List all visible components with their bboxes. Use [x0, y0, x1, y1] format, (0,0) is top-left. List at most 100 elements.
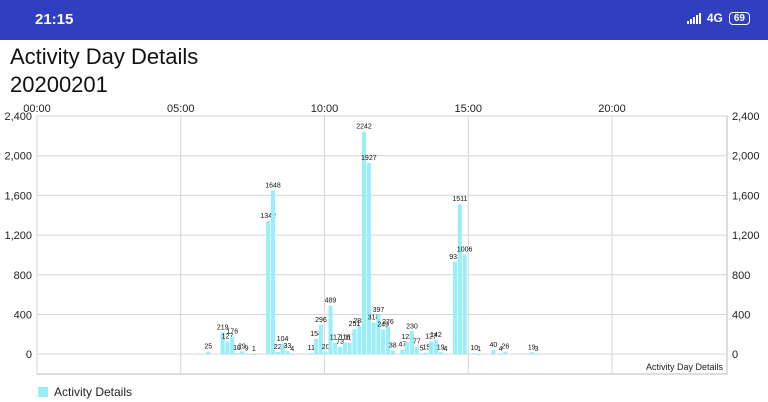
- y-tick-label-left: 2,400: [4, 111, 32, 123]
- bar-value-label: 40: [490, 342, 498, 349]
- bar: [400, 349, 405, 355]
- bar-value-label: 11: [308, 345, 315, 352]
- bar-value-label: 489: [325, 298, 337, 305]
- bar-value-label: 1006: [457, 246, 473, 253]
- bar-value-label: 104: [277, 336, 289, 343]
- bar: [409, 331, 414, 355]
- battery-level: 69: [733, 12, 745, 24]
- bar: [453, 261, 458, 355]
- status-bar: 21:15 4G 69: [0, 0, 768, 40]
- bar-value-label: 5: [420, 346, 424, 353]
- bar-value-label: 15: [422, 345, 430, 352]
- bar: [275, 351, 280, 355]
- bar: [251, 354, 256, 356]
- bar: [239, 351, 244, 355]
- bar: [235, 353, 240, 355]
- bar-value-label: 249: [377, 321, 389, 328]
- bar-value-label: 230: [406, 323, 418, 330]
- bar: [491, 350, 496, 355]
- x-tick-label: 15:00: [454, 103, 482, 115]
- y-tick-label-left: 1,200: [4, 230, 32, 242]
- y-tick-label-right: 800: [732, 270, 750, 282]
- bar: [285, 350, 290, 355]
- bar: [534, 353, 539, 355]
- bar: [342, 342, 347, 355]
- bar: [390, 350, 395, 355]
- bar: [433, 340, 438, 355]
- bar: [220, 332, 225, 355]
- signal-icon: [686, 12, 701, 24]
- y-tick-label-right: 1,600: [732, 190, 760, 202]
- bar-value-label: 33: [283, 343, 291, 350]
- page-title: Activity Day Details: [10, 44, 199, 69]
- bar-value-label: 931: [449, 254, 461, 261]
- bar: [352, 329, 357, 355]
- bar-value-label: 1342: [260, 213, 276, 220]
- bar: [443, 353, 448, 355]
- bar: [244, 353, 249, 355]
- y-tick-label-left: 2,000: [4, 151, 32, 163]
- bar: [414, 346, 419, 355]
- y-tick-label-right: 2,000: [732, 151, 760, 163]
- bar-value-label: 19: [528, 344, 536, 351]
- bar: [366, 162, 371, 355]
- bar-value-label: 10: [470, 345, 478, 352]
- bar: [318, 324, 323, 355]
- y-tick-label-right: 1,200: [732, 230, 760, 242]
- bar-value-label: 2242: [356, 124, 372, 131]
- bar-value-label: 29: [238, 343, 246, 350]
- bar-value-label: 154: [310, 331, 322, 338]
- y-tick-label-left: 1,600: [4, 190, 32, 202]
- bar: [290, 353, 295, 355]
- bar: [503, 351, 508, 355]
- battery-icon: 69: [728, 11, 750, 25]
- bar: [225, 341, 230, 355]
- page-date: 20200201: [10, 72, 108, 97]
- bar: [462, 254, 467, 355]
- bar: [381, 329, 386, 355]
- bar: [323, 352, 328, 355]
- bar: [419, 353, 424, 355]
- bar: [206, 351, 211, 355]
- y-tick-label-right: 2,400: [732, 111, 760, 123]
- bar-value-label: 22: [274, 344, 282, 351]
- bar: [385, 326, 391, 355]
- bar-value-label: 4: [290, 346, 294, 353]
- bar: [429, 341, 434, 355]
- bar-value-label: 1927: [361, 155, 377, 162]
- status-right: 4G 69: [686, 11, 750, 25]
- y-tick-label-right: 400: [732, 309, 750, 321]
- x-tick-label: 10:00: [311, 103, 339, 115]
- bar: [376, 314, 381, 355]
- bar-value-label: 117: [344, 335, 355, 342]
- bar: [371, 322, 376, 355]
- bar-value-label: 318: [368, 315, 380, 322]
- bar: [529, 352, 534, 355]
- bar-value-label: 1648: [265, 183, 281, 190]
- chart-legend: Activity Details: [38, 385, 132, 399]
- x-tick-label: 05:00: [167, 103, 195, 115]
- activity-chart: 0 0 400 400 800 800 1,200 1,200 1,600 1,600 2,000 2…: [4, 103, 760, 375]
- bar: [457, 204, 462, 355]
- bar-value-label: 25: [204, 344, 212, 351]
- bar-value-label: 116: [339, 335, 350, 342]
- x-tick-label: 20:00: [598, 103, 626, 115]
- bar-value-label: 38: [389, 342, 397, 349]
- bar-value-label: 73: [336, 339, 344, 346]
- y-tick-label-left: 400: [14, 309, 32, 321]
- bar-value-label: 77: [413, 339, 421, 346]
- bar-value-label: 9: [245, 345, 249, 352]
- bar-value-label: 1: [252, 346, 256, 353]
- bar-value-label: 142: [430, 332, 442, 339]
- bar-value-label: 176: [226, 329, 238, 336]
- bar-value-label: 296: [315, 317, 327, 324]
- bar-value-label: 4: [444, 346, 448, 353]
- bar-value-label: 127: [222, 334, 234, 341]
- bar-value-label: 19: [437, 344, 445, 351]
- bar-value-label: 4: [499, 346, 503, 353]
- bar: [314, 338, 319, 355]
- bar-value-label: 1: [477, 346, 481, 353]
- bar: [328, 305, 333, 355]
- bar-value-label: 123: [401, 334, 413, 341]
- bar-value-label: 10: [233, 345, 241, 352]
